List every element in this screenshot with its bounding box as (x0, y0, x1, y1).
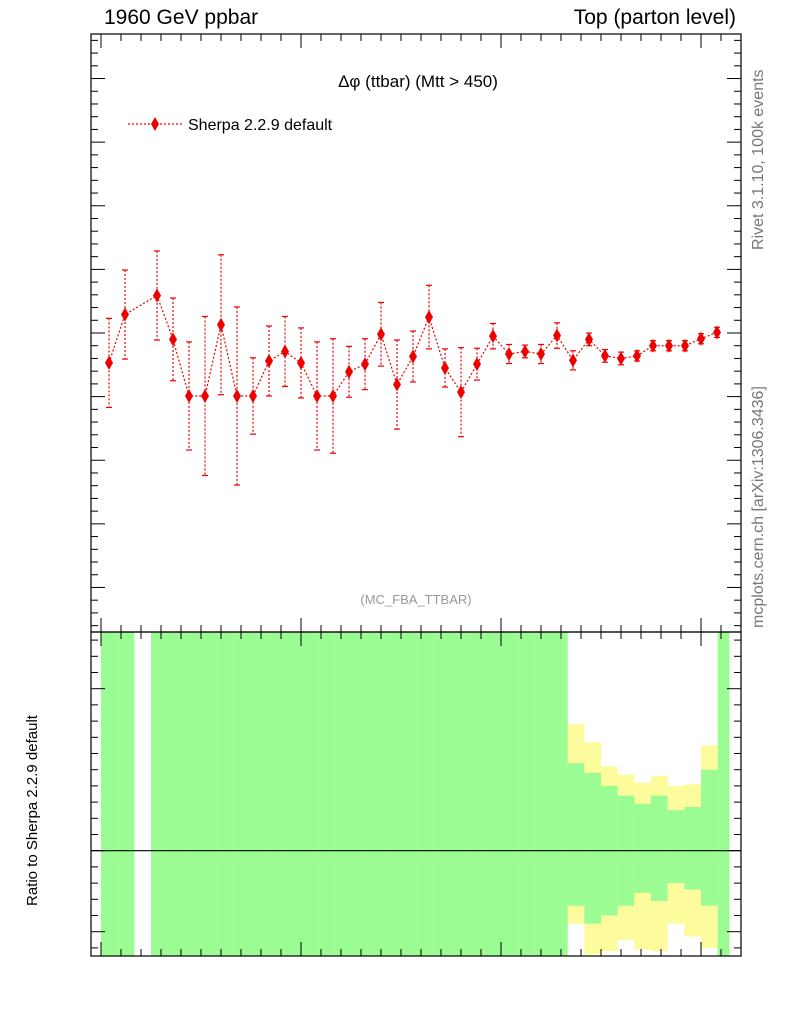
data-point-marker (329, 388, 337, 403)
header-right-label: Top (parton level) (573, 6, 736, 29)
ratio-band-inner-bin (284, 632, 301, 956)
data-point-marker (601, 348, 609, 363)
data-point-marker (313, 388, 321, 403)
data-point-marker (169, 332, 177, 347)
ratio-band-inner-bin (501, 632, 518, 956)
data-point-marker (121, 307, 129, 322)
ratio-band-inner-bin (667, 810, 685, 884)
ratio-band-inner-bin (417, 632, 435, 956)
data-point-marker (105, 355, 113, 370)
ratio-band-inner-bin (184, 632, 201, 956)
data-point-marker (617, 351, 625, 366)
data-point-marker (281, 344, 289, 359)
data-point-marker (153, 288, 161, 303)
ratio-band-inner-bin (234, 632, 251, 956)
data-point-marker (505, 346, 513, 361)
data-point-marker (345, 364, 353, 379)
main-series (105, 250, 721, 486)
ratio-band-inner-bin (151, 632, 168, 956)
legend-marker-icon (151, 117, 159, 131)
ratio-band-inner-bin (251, 632, 268, 956)
ratio-band-inner-bin (567, 763, 585, 906)
data-point-marker (185, 388, 193, 403)
ratio-band-inner-bin (534, 632, 551, 956)
ratio-band-inner-bin (217, 632, 235, 956)
ratio-band-inner-bin (484, 632, 501, 956)
ratio-band-inner-bin (334, 632, 351, 956)
ratio-band-inner-bin (201, 632, 218, 956)
legend: Sherpa 2.2.9 default (128, 117, 333, 134)
data-point-marker (569, 353, 577, 368)
data-point-marker (409, 349, 417, 364)
data-point-marker (233, 388, 241, 403)
ratio-band-inner-bin (717, 632, 730, 956)
ratio-band-inner-bin (167, 632, 185, 956)
legend-label: Sherpa 2.2.9 default (188, 117, 333, 134)
ratio-band-inner-bin (651, 795, 668, 901)
ratio-band-inner-bin (317, 632, 335, 956)
data-point-marker (377, 327, 385, 342)
data-point-marker (217, 317, 225, 332)
ratio-band-inner-bin (384, 632, 401, 956)
data-point-marker (361, 357, 369, 372)
data-point-marker (473, 357, 481, 372)
main-axes (90, 33, 742, 633)
header-left-label: 1960 GeV ppbar (104, 6, 259, 29)
data-point-marker (585, 332, 593, 347)
ratio-band-inner-bin (584, 772, 601, 924)
analysis-watermark: (MC_FBA_TTBAR) (360, 592, 471, 607)
ratio-band-inner-bin (517, 632, 535, 956)
ratio-band-inner-bin (101, 632, 118, 956)
ratio-band-inner-bin (684, 806, 701, 890)
ratio-band-inner-bin (467, 632, 485, 956)
data-point-marker (457, 385, 465, 400)
data-point-marker (649, 338, 657, 353)
data-point-marker (425, 310, 433, 325)
data-point-marker (265, 353, 273, 368)
ratio-band-inner-bin (701, 769, 718, 906)
data-point-marker (681, 338, 689, 353)
data-point-marker (489, 329, 497, 344)
data-point-marker (537, 346, 545, 361)
data-point-marker (521, 344, 529, 359)
ratio-band-inner-bin (401, 632, 418, 956)
ratio-band-inner-bin (117, 632, 135, 956)
ratio-band-inner-bin (301, 632, 318, 956)
data-point-marker (393, 377, 401, 392)
data-point-marker (553, 328, 561, 343)
ratio-band-inner-bin (551, 632, 568, 956)
data-point-marker (441, 360, 449, 375)
ratio-band-inner-bin (451, 632, 468, 956)
chart-title: Δφ (ttbar) (Mtt > 450) (338, 72, 498, 91)
data-point-marker (297, 355, 305, 370)
data-point-marker (665, 338, 673, 353)
ratio-band-inner-bin (351, 632, 368, 956)
ratio-band-inner-bin (267, 632, 285, 956)
ratio-bands (101, 632, 730, 956)
data-point-marker (633, 348, 641, 363)
data-point-marker (249, 388, 257, 403)
data-point-marker (697, 331, 705, 346)
data-point-marker (201, 388, 209, 403)
ratio-band-inner-bin (634, 803, 651, 893)
ratio-band-inner-bin (434, 632, 451, 956)
data-point-marker (713, 325, 721, 340)
ratio-band-inner-bin (367, 632, 385, 956)
